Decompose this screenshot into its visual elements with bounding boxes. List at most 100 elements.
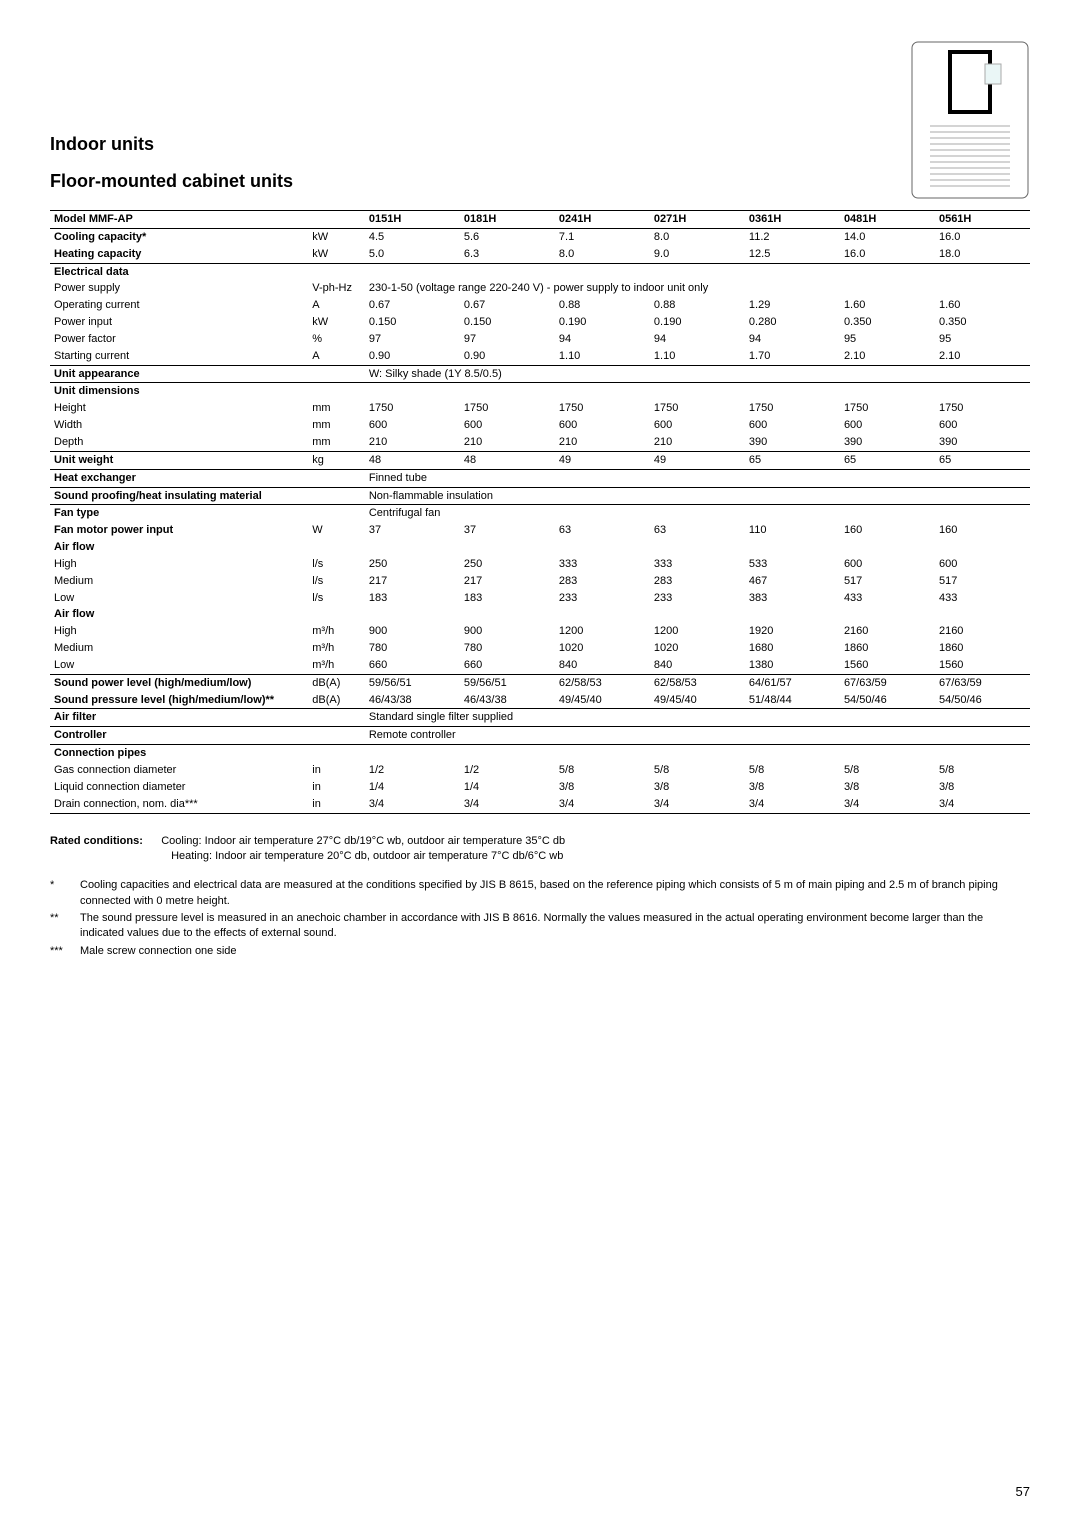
row-unit: A <box>308 297 365 314</box>
row-label: Sound power level (high/medium/low) <box>50 674 308 691</box>
row-value: 390 <box>840 434 935 451</box>
row-unit: mm <box>308 417 365 434</box>
row-unit: W <box>308 522 365 539</box>
row-value: 517 <box>935 573 1030 590</box>
table-row: Cooling capacity*kW4.55.67.18.011.214.01… <box>50 228 1030 245</box>
row-value: 54/50/46 <box>935 692 1030 709</box>
row-value: 0.90 <box>460 348 555 365</box>
footnote-2-text: The sound pressure level is measured in … <box>80 911 1030 942</box>
row-label: Unit weight <box>50 451 308 469</box>
row-value: 217 <box>365 573 460 590</box>
table-row: Power factor%97979494949595 <box>50 331 1030 348</box>
rated-conditions: Rated conditions: Cooling: Indoor air te… <box>50 834 1030 865</box>
row-value: 5/8 <box>555 762 650 779</box>
row-value: 1200 <box>650 623 745 640</box>
row-value: 54/50/46 <box>840 692 935 709</box>
row-value: 5/8 <box>650 762 745 779</box>
row-unit: % <box>308 331 365 348</box>
col-header-1: 0181H <box>460 211 555 229</box>
row-label: Air flow <box>50 606 308 623</box>
row-span-value <box>365 606 1030 623</box>
row-unit: l/s <box>308 573 365 590</box>
row-unit: A <box>308 348 365 365</box>
row-value: 48 <box>365 451 460 469</box>
table-row: Highm³/h90090012001200192021602160 <box>50 623 1030 640</box>
row-value: 46/43/38 <box>460 692 555 709</box>
row-value: 59/56/51 <box>460 674 555 691</box>
table-row: Gas connection diameterin1/21/25/85/85/8… <box>50 762 1030 779</box>
row-unit <box>308 263 365 280</box>
table-row: Unit appearance W: Silky shade (1Y 8.5/0.… <box>50 365 1030 383</box>
footnote-2: ** The sound pressure level is measured … <box>50 911 1030 942</box>
row-unit: dB(A) <box>308 692 365 709</box>
row-value: 900 <box>460 623 555 640</box>
row-value: 1750 <box>650 400 745 417</box>
row-unit: in <box>308 796 365 813</box>
row-value: 3/8 <box>555 779 650 796</box>
footnote-3-text: Male screw connection one side <box>80 944 237 959</box>
row-label: Operating current <box>50 297 308 314</box>
row-unit: in <box>308 779 365 796</box>
row-label: Low <box>50 590 308 607</box>
page-number: 57 <box>1016 1484 1030 1499</box>
row-value: 600 <box>365 417 460 434</box>
row-unit: mm <box>308 434 365 451</box>
col-header-2: 0241H <box>555 211 650 229</box>
row-value: 65 <box>745 451 840 469</box>
row-value: 600 <box>745 417 840 434</box>
row-value: 1020 <box>555 640 650 657</box>
table-row: Heat exchangerFinned tube <box>50 469 1030 487</box>
row-value: 0.67 <box>460 297 555 314</box>
row-unit: mm <box>308 400 365 417</box>
row-span-value: Remote controller <box>365 727 1030 745</box>
footnote-3-mark: *** <box>50 944 80 959</box>
row-span-value <box>365 539 1030 556</box>
table-row: Air flow <box>50 606 1030 623</box>
row-value: 62/58/53 <box>555 674 650 691</box>
row-value: 3/4 <box>935 796 1030 813</box>
row-value: 383 <box>745 590 840 607</box>
product-thumbnail <box>910 40 1030 200</box>
title-indoor-units: Indoor units <box>50 134 293 155</box>
row-value: 2160 <box>935 623 1030 640</box>
row-label: Medium <box>50 573 308 590</box>
rated-cooling-text: Cooling: Indoor air temperature 27°C db/… <box>161 835 565 847</box>
row-value: 46/43/38 <box>365 692 460 709</box>
row-value: 3/4 <box>745 796 840 813</box>
title-floor-mounted: Floor-mounted cabinet units <box>50 171 293 192</box>
row-span-value: Non-flammable insulation <box>365 487 1030 505</box>
row-value: 333 <box>555 556 650 573</box>
col-header-6: 0561H <box>935 211 1030 229</box>
table-header-row: Model MMF-AP0151H0181H0241H0271H0361H048… <box>50 211 1030 229</box>
table-row: Sound power level (high/medium/low)dB(A)… <box>50 674 1030 691</box>
row-value: 1200 <box>555 623 650 640</box>
row-value: 49/45/40 <box>650 692 745 709</box>
table-row: Air flow <box>50 539 1030 556</box>
row-label: Liquid connection diameter <box>50 779 308 796</box>
footnote-2-mark: ** <box>50 911 80 942</box>
row-span-value: W: Silky shade (1Y 8.5/0.5) <box>365 365 1030 383</box>
row-unit: kW <box>308 228 365 245</box>
row-label: Starting current <box>50 348 308 365</box>
col-header-3: 0271H <box>650 211 745 229</box>
row-value: 0.67 <box>365 297 460 314</box>
row-span-value <box>365 745 1030 762</box>
table-row: Unit dimensions <box>50 383 1030 400</box>
row-value: 210 <box>650 434 745 451</box>
row-value: 3/8 <box>840 779 935 796</box>
row-label: Depth <box>50 434 308 451</box>
table-row: Unit weightkg48484949656565 <box>50 451 1030 469</box>
row-label: Medium <box>50 640 308 657</box>
row-value: 600 <box>935 417 1030 434</box>
row-value: 1750 <box>555 400 650 417</box>
row-label: Unit appearance <box>50 365 308 383</box>
footnote-1-text: Cooling capacities and electrical data a… <box>80 878 1030 909</box>
model-header-cell: Model MMF-AP <box>50 211 308 229</box>
row-label: Air flow <box>50 539 308 556</box>
table-row: Highl/s250250333333533600600 <box>50 556 1030 573</box>
row-unit <box>308 487 365 505</box>
row-value: 1/2 <box>460 762 555 779</box>
row-value: 1/4 <box>365 779 460 796</box>
row-value: 0.88 <box>650 297 745 314</box>
row-value: 600 <box>935 556 1030 573</box>
